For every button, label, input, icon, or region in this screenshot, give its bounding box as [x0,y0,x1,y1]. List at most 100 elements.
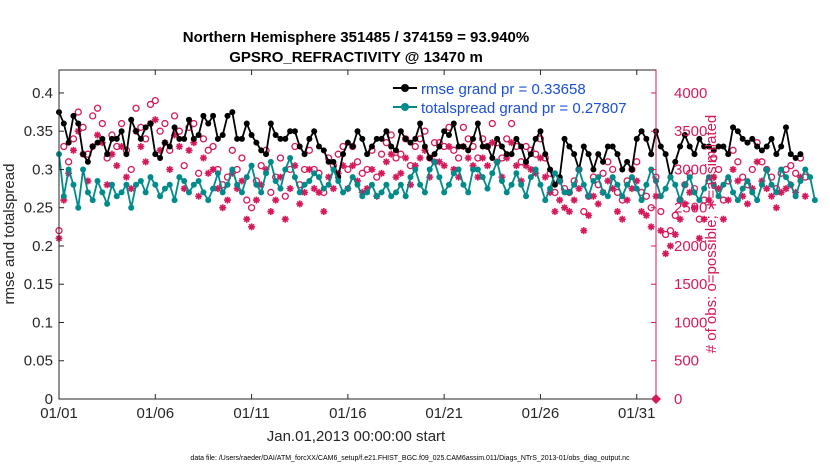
totalspread-point [571,181,578,188]
totalspread-point [104,200,111,207]
rmse-point [537,128,544,135]
rmse-point [157,154,164,161]
totalspread-point [185,189,192,196]
assimilated-obs-point [368,165,376,173]
assimilated-obs-point [122,173,130,181]
possible-obs-point [609,165,617,174]
assimilated-obs-point [209,165,217,173]
assimilated-obs-point [570,196,578,204]
totalspread-point [754,197,761,204]
assimilated-obs-point [556,196,564,204]
rmse-point [229,109,236,116]
totalspread-point [128,204,135,211]
totalspread-point [181,177,188,184]
assimilated-obs-point [647,223,655,231]
assimilated-obs-point [224,196,232,204]
totalspread-point [773,189,780,196]
rmse-point [118,128,125,135]
totalspread-point [705,174,712,181]
assimilated-obs-point [715,185,723,193]
rmse-point [696,135,703,142]
totalspread-point [590,177,597,184]
assimilated-obs-point [339,162,347,170]
rmse-point [364,151,371,158]
rmse-point [744,139,751,146]
totalspread-point [677,197,684,204]
rmse-point [450,120,457,127]
rmse-point [763,143,770,150]
assimilated-obs-point [238,177,246,185]
assimilated-obs-point [305,165,313,173]
totalspread-point [325,181,332,188]
rmse-point [320,147,327,154]
rmse-point [94,139,101,146]
totalspread-point [470,166,477,173]
totalspread-point [108,181,115,188]
y-tick-label: 0.05 [24,353,53,370]
assimilated-obs-point [638,208,646,216]
totalspread-point [609,174,616,181]
possible-obs-point [358,169,366,177]
assimilated-obs-point [440,162,448,170]
totalspread-point [210,185,217,192]
totalspread-point [551,170,558,177]
assimilated-obs-point [190,139,198,147]
assimilated-obs-point [604,177,612,185]
assimilated-obs-point [527,165,535,173]
legend-swatch-rmse-marker [401,84,409,92]
totalspread-point [749,189,756,196]
rmse-point [604,143,611,150]
y-tick-label: 0.3 [32,161,53,178]
rmse-point [609,143,616,150]
rmse-point [542,151,549,158]
totalspread-point [99,189,106,196]
rmse-point [705,143,712,150]
totalspread-point [672,181,679,188]
possible-obs-point [228,146,236,154]
rmse-point [465,147,472,154]
possible-obs-point [392,154,400,162]
rmse-point [595,151,602,158]
totalspread-point [287,154,294,161]
rmse-point [431,151,438,158]
totalspread-point [484,185,491,192]
assimilated-obs-point [272,196,280,204]
possible-obs-point [281,192,289,200]
assimilated-obs-point [228,169,236,177]
possible-obs-point [791,169,800,177]
totalspread-point [686,174,693,181]
assimilated-obs-point [103,181,111,189]
totalspread-point [171,197,178,204]
totalspread-point [441,189,448,196]
possible-obs-point [93,104,102,112]
possible-obs-point [580,207,588,216]
assimilated-obs-point [387,150,395,158]
rmse-point [590,166,597,173]
rmse-point [715,143,722,150]
possible-obs-point [503,135,511,143]
y-tick-label: 0.1 [32,314,53,331]
x-tick-label: 01/21 [425,405,463,422]
totalspread-point [667,174,674,181]
assimilated-obs-point [94,131,102,139]
totalspread-point [585,193,592,200]
assimilated-obs-point [681,200,689,208]
rmse-point [508,151,515,158]
rmse-point [686,143,693,150]
assimilated-obs-point [315,188,323,196]
totalspread-point [291,174,298,181]
chart-title: Northern Hemisphere 351485 / 374159 = 93… [183,29,529,46]
rmse-point [417,120,424,127]
totalspread-point [84,189,91,196]
rmse-point [426,154,433,161]
possible-obs-point [507,119,516,128]
assimilated-obs-point [411,162,419,170]
rmse-point [75,120,82,127]
totalspread-point [518,181,525,188]
possible-obs-point [276,154,285,162]
rmse-point [70,112,77,119]
totalspread-point [65,166,72,173]
totalspread-point [311,170,318,177]
totalspread-point [532,166,539,173]
rmse-point [296,143,303,150]
